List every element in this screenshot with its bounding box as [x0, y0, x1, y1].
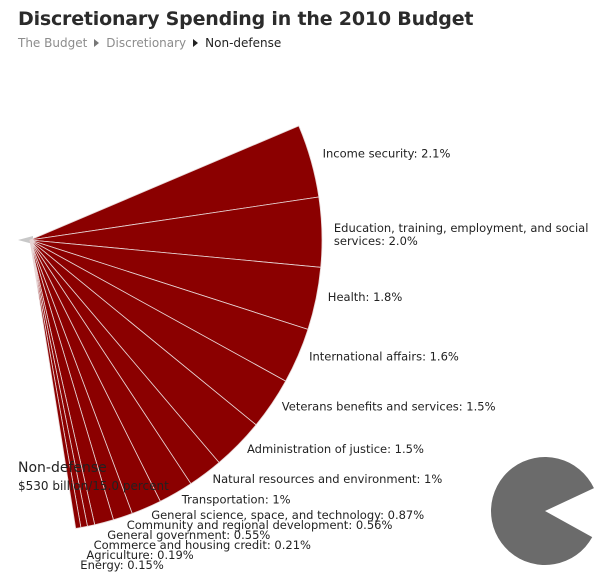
chevron-right-icon: [193, 39, 199, 47]
breadcrumb-current: Non-defense: [205, 36, 282, 50]
wedge-label-8: Transportation: 1%: [181, 492, 291, 506]
breadcrumb-discretionary[interactable]: Discretionary: [106, 36, 187, 50]
wedge-label-2: Education, training, employment, and soc…: [334, 221, 589, 248]
share-pie-chart[interactable]: [490, 455, 600, 567]
wedge-label-7: Natural resources and environment: 1%: [213, 472, 443, 486]
fan-apex: [18, 236, 33, 244]
wedge-label-11: General government: 0.55%: [107, 528, 270, 542]
breadcrumb-budget[interactable]: The Budget: [18, 36, 88, 50]
wedge-label-5: Veterans benefits and services: 1.5%: [282, 399, 496, 413]
wedge-label-3: Health: 1.8%: [328, 290, 403, 304]
wedge-14[interactable]: [29, 239, 82, 529]
breadcrumb: The Budget Discretionary Non-defense: [18, 36, 281, 50]
summary-value: $530 billion/15.0 percent: [18, 479, 169, 493]
wedge-label-1: Income security: 2.1%: [323, 147, 451, 161]
wedge-label-10: Community and regional development: 0.56…: [127, 518, 393, 532]
wedge-label-13: Agriculture: 0.19%: [86, 548, 193, 562]
wedge-label-14: Energy: 0.15%: [80, 558, 164, 572]
chevron-right-icon: [94, 39, 100, 47]
pie-remaining-slice: [490, 457, 594, 566]
wedge-label-4: International affairs: 1.6%: [309, 350, 459, 364]
summary-label: Non-defense: [18, 460, 107, 476]
wedge-label-12: Commerce and housing credit: 0.21%: [94, 538, 311, 552]
wedge-label-6: Administration of justice: 1.5%: [247, 442, 424, 456]
wedge-label-9: General science, space, and technology: …: [151, 508, 424, 522]
page-title: Discretionary Spending in the 2010 Budge…: [18, 8, 474, 30]
summary-block: Non-defense $530 billion/15.0 percent: [18, 460, 169, 493]
